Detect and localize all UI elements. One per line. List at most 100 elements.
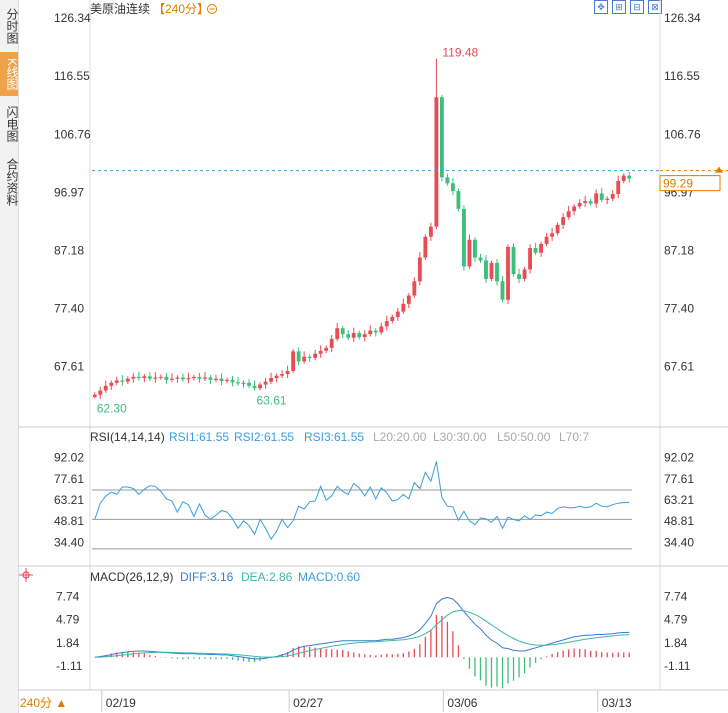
candle-body xyxy=(329,338,334,348)
y-tick-left: 126.34 xyxy=(54,11,91,25)
candle-body xyxy=(428,226,433,237)
candle-body xyxy=(296,351,301,362)
chart-title: 美原油连续 xyxy=(90,1,150,16)
candle-body xyxy=(610,194,615,199)
candle-body xyxy=(616,180,621,195)
rsi2-label: RSI2:61.55 xyxy=(234,430,294,444)
y-tick-left: 106.76 xyxy=(54,127,91,141)
candle-body xyxy=(340,328,345,335)
candle-body xyxy=(164,376,169,380)
l20-label: L20:20.00 xyxy=(373,430,427,444)
rsi-y-tick-left: 48.81 xyxy=(54,514,84,528)
candle-body xyxy=(258,384,262,389)
diff-label: DIFF:3.16 xyxy=(180,570,234,584)
candle-body xyxy=(180,377,185,380)
candle-body xyxy=(379,326,384,333)
candle-body xyxy=(522,269,527,279)
candle-body xyxy=(147,376,152,379)
settings-icon[interactable] xyxy=(19,568,33,582)
rsi-y-tick-left: 34.40 xyxy=(54,535,84,549)
candle-body xyxy=(423,236,428,258)
candle-body xyxy=(351,332,356,338)
tab-timeshare[interactable]: 分时图 xyxy=(5,8,19,44)
candle-body xyxy=(186,378,191,380)
candle-body xyxy=(114,380,119,383)
grid-icon[interactable]: ⊠ xyxy=(648,0,662,14)
candle-body xyxy=(462,208,466,267)
candle-body xyxy=(247,382,251,386)
macd-legend: MACD(26,12,9) DIFF:3.16 DEA:2.86 MACD:0.… xyxy=(19,568,360,584)
candle-body xyxy=(318,350,323,354)
candle-body xyxy=(175,377,180,379)
x-axis: 02/19 02/27 03/06 03/13 xyxy=(101,690,632,712)
left-tab-bar: 分时图 K线图 闪电图 合约资料 xyxy=(0,0,19,713)
rsi-y-tick-right: 48.81 xyxy=(664,514,694,528)
rsi-y-tick-right: 77.61 xyxy=(664,472,694,486)
candle-body xyxy=(588,201,593,204)
period-selector[interactable]: 240分 ▲ xyxy=(20,696,68,710)
rsi-title: RSI(14,14,14) xyxy=(90,430,165,444)
candle-body xyxy=(533,248,538,253)
candle-body xyxy=(539,243,544,253)
tab-contract-info[interactable]: 合约资料 xyxy=(5,158,19,206)
candle-body xyxy=(98,390,103,395)
diff-line xyxy=(94,596,630,660)
candle-body xyxy=(103,385,108,391)
candle-body xyxy=(136,376,141,379)
candle-body xyxy=(313,353,318,358)
candle-body xyxy=(302,356,307,362)
candle-body xyxy=(384,321,389,327)
rsi-y-tick-right: 34.40 xyxy=(664,535,694,549)
y-tick-right: 77.40 xyxy=(664,302,694,316)
rsi-y-tick-right: 63.21 xyxy=(664,493,694,507)
candle-body xyxy=(395,311,400,317)
macd-y-tick-right: 4.79 xyxy=(664,613,688,627)
candle-body xyxy=(478,257,483,261)
candle-body xyxy=(285,370,290,374)
candle-body xyxy=(401,303,406,312)
candle-body xyxy=(142,376,147,379)
rsi-legend: RSI(14,14,14) RSI1:61.55 RSI2:61.55 RSI3… xyxy=(90,430,589,444)
candle-body xyxy=(236,382,240,384)
period-tag: 【240分】 xyxy=(153,2,209,16)
candle-body xyxy=(417,257,422,282)
macd-title: MACD(26,12,9) xyxy=(90,570,173,584)
candle-body xyxy=(450,183,455,192)
candle-body xyxy=(605,198,610,200)
rsi-y-tick-left: 92.02 xyxy=(54,451,84,465)
candle-body xyxy=(324,347,329,351)
y-tick-left: 77.40 xyxy=(54,302,84,316)
y-tick-left: 67.61 xyxy=(54,360,84,374)
candle-body xyxy=(550,233,555,237)
candle-body xyxy=(269,378,274,382)
zoom-icon[interactable]: ⊞ xyxy=(612,0,626,14)
candle-body xyxy=(214,378,218,380)
y-tick-right: 87.18 xyxy=(664,244,694,258)
macd-y-tick-right: -1.11 xyxy=(664,659,691,673)
candle-body xyxy=(572,206,577,212)
macd-y-tick-right: 1.84 xyxy=(664,636,688,650)
candle-body xyxy=(230,379,235,383)
ruler-icon[interactable]: ⊟ xyxy=(630,0,644,14)
candle-body xyxy=(495,262,499,282)
minus-circle-icon[interactable] xyxy=(207,4,217,14)
move-icon[interactable]: ✥ xyxy=(594,0,608,14)
rsi-y-tick-left: 63.21 xyxy=(54,493,84,507)
low-annotation-left: 62.30 xyxy=(97,401,127,415)
up-arrow-icon xyxy=(715,166,723,173)
candle-body xyxy=(225,379,229,382)
macd-panel: 7.74 7.74 4.79 4.79 1.84 1.84 -1.11 -1.11 xyxy=(56,589,691,689)
candle-body xyxy=(566,211,571,218)
rsi3-label: RSI3:61.55 xyxy=(304,430,364,444)
candle-body xyxy=(434,97,439,227)
candle-body xyxy=(197,376,202,379)
candle-body xyxy=(169,378,174,380)
candle-body xyxy=(252,385,257,389)
candle-body xyxy=(583,201,588,203)
macd-y-tick-left: 4.79 xyxy=(56,613,80,627)
tab-flash-chart[interactable]: 闪电图 xyxy=(5,106,19,142)
x-tick-label: 02/27 xyxy=(293,696,323,710)
tab-kline[interactable]: K线图 xyxy=(0,52,19,96)
candle-body xyxy=(357,332,362,338)
dea-line xyxy=(94,609,630,658)
